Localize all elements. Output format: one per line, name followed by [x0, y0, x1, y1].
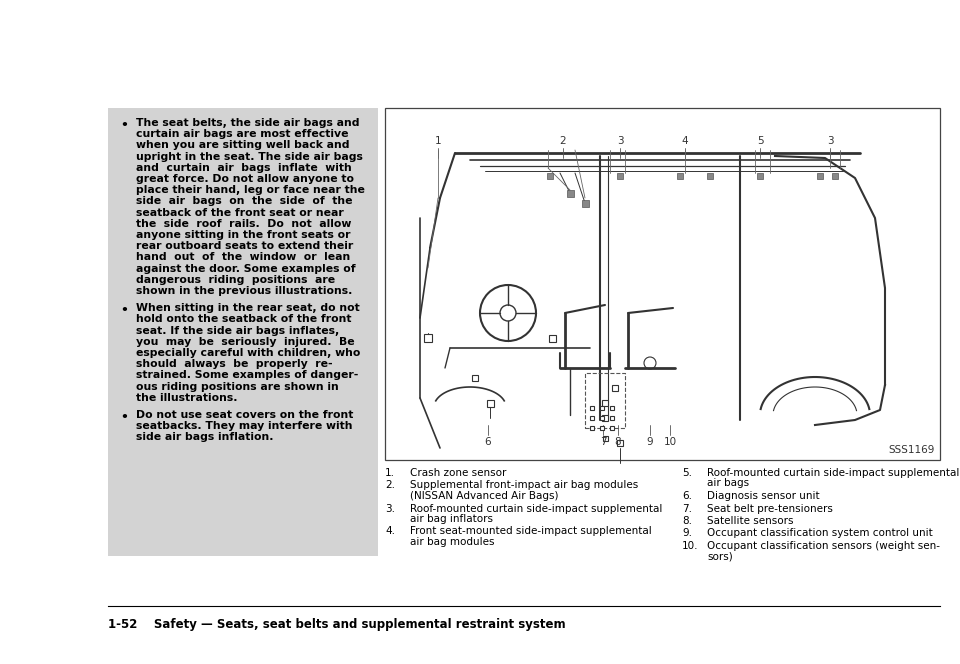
- Text: Roof-mounted curtain side-impact supplemental: Roof-mounted curtain side-impact supplem…: [410, 503, 662, 513]
- Text: SSS1169: SSS1169: [889, 445, 935, 455]
- Text: 10.: 10.: [682, 541, 699, 551]
- Text: dangerous  riding  positions  are: dangerous riding positions are: [136, 275, 335, 285]
- Bar: [612, 385, 618, 391]
- Text: ous riding positions are shown in: ous riding positions are shown in: [136, 382, 339, 392]
- Text: 8.: 8.: [682, 516, 692, 526]
- Text: When sitting in the rear seat, do not: When sitting in the rear seat, do not: [136, 303, 360, 313]
- Text: and  curtain  air  bags  inflate  with: and curtain air bags inflate with: [136, 163, 351, 173]
- Bar: [677, 173, 683, 179]
- Text: 10: 10: [663, 437, 677, 447]
- Text: 4: 4: [682, 136, 688, 146]
- Text: 1: 1: [435, 136, 442, 146]
- Text: you  may  be  seriously  injured.  Be: you may be seriously injured. Be: [136, 337, 354, 347]
- Text: (NISSAN Advanced Air Bags): (NISSAN Advanced Air Bags): [410, 491, 559, 501]
- Text: against the door. Some examples of: against the door. Some examples of: [136, 264, 355, 274]
- Bar: [600, 416, 604, 420]
- Text: 2: 2: [560, 136, 566, 146]
- Bar: [602, 415, 608, 421]
- Text: •: •: [120, 304, 128, 317]
- Text: Seat belt pre-tensioners: Seat belt pre-tensioners: [707, 503, 833, 513]
- Text: hand  out  of  the  window  or  lean: hand out of the window or lean: [136, 252, 350, 262]
- Text: shown in the previous illustrations.: shown in the previous illustrations.: [136, 286, 352, 296]
- Bar: [610, 426, 614, 430]
- Text: 5: 5: [756, 136, 763, 146]
- Bar: [603, 436, 608, 440]
- Text: •: •: [120, 119, 128, 132]
- Bar: [590, 416, 594, 420]
- Text: air bags: air bags: [707, 479, 749, 489]
- Text: Crash zone sensor: Crash zone sensor: [410, 468, 506, 478]
- Text: upright in the seat. The side air bags: upright in the seat. The side air bags: [136, 151, 363, 161]
- Bar: [385, 108, 940, 460]
- Text: 9.: 9.: [682, 529, 692, 539]
- Bar: [757, 173, 763, 179]
- Bar: [472, 375, 478, 381]
- Text: 3.: 3.: [385, 503, 395, 513]
- Bar: [585, 373, 625, 428]
- Bar: [590, 406, 594, 410]
- Text: 2.: 2.: [385, 481, 395, 491]
- Text: Front seat-mounted side-impact supplemental: Front seat-mounted side-impact supplemen…: [410, 527, 652, 537]
- Text: Satellite sensors: Satellite sensors: [707, 516, 794, 526]
- Text: 3: 3: [616, 136, 623, 146]
- Bar: [610, 406, 614, 410]
- Text: 4.: 4.: [385, 527, 395, 537]
- Text: The seat belts, the side air bags and: The seat belts, the side air bags and: [136, 118, 359, 128]
- Text: seatbacks. They may interfere with: seatbacks. They may interfere with: [136, 421, 352, 431]
- Text: seat. If the side air bags inflates,: seat. If the side air bags inflates,: [136, 325, 339, 335]
- Bar: [617, 173, 623, 179]
- Bar: [547, 173, 553, 179]
- Bar: [582, 199, 588, 207]
- Text: Diagnosis sensor unit: Diagnosis sensor unit: [707, 491, 820, 501]
- Text: 1.: 1.: [385, 468, 395, 478]
- Bar: [566, 189, 573, 197]
- Bar: [617, 440, 623, 446]
- Text: 9: 9: [647, 437, 654, 447]
- Text: 3: 3: [827, 136, 833, 146]
- Bar: [108, 108, 378, 556]
- Text: place their hand, leg or face near the: place their hand, leg or face near the: [136, 185, 365, 195]
- Text: air bag modules: air bag modules: [410, 537, 494, 547]
- Text: 5.: 5.: [682, 468, 692, 478]
- Text: anyone sitting in the front seats or: anyone sitting in the front seats or: [136, 230, 350, 240]
- Bar: [590, 426, 594, 430]
- Text: •: •: [120, 411, 128, 424]
- Text: Occupant classification system control unit: Occupant classification system control u…: [707, 529, 933, 539]
- Text: seatback of the front seat or near: seatback of the front seat or near: [136, 208, 344, 218]
- Text: Occupant classification sensors (weight sen-: Occupant classification sensors (weight …: [707, 541, 940, 551]
- Bar: [548, 335, 556, 341]
- Text: side air bags inflation.: side air bags inflation.: [136, 432, 274, 442]
- Text: hold onto the seatback of the front: hold onto the seatback of the front: [136, 314, 351, 325]
- Text: Do not use seat covers on the front: Do not use seat covers on the front: [136, 410, 353, 420]
- Text: the  side  roof  rails.  Do  not  allow: the side roof rails. Do not allow: [136, 219, 351, 229]
- Text: strained. Some examples of danger-: strained. Some examples of danger-: [136, 371, 358, 380]
- Bar: [707, 173, 713, 179]
- Text: sors): sors): [707, 552, 732, 562]
- Text: 1-52    Safety — Seats, seat belts and supplemental restraint system: 1-52 Safety — Seats, seat belts and supp…: [108, 618, 565, 631]
- Text: when you are sitting well back and: when you are sitting well back and: [136, 140, 349, 151]
- Text: 6: 6: [485, 437, 492, 447]
- Text: 8: 8: [614, 437, 621, 447]
- Text: the illustrations.: the illustrations.: [136, 393, 237, 403]
- Text: 6.: 6.: [682, 491, 692, 501]
- Text: Supplemental front-impact air bag modules: Supplemental front-impact air bag module…: [410, 481, 638, 491]
- Text: curtain air bags are most effective: curtain air bags are most effective: [136, 129, 348, 139]
- Text: side  air  bags  on  the  side  of  the: side air bags on the side of the: [136, 197, 352, 207]
- Bar: [602, 400, 608, 406]
- Text: should  always  be  properly  re-: should always be properly re-: [136, 359, 332, 369]
- Bar: [600, 406, 604, 410]
- Text: air bag inflators: air bag inflators: [410, 514, 493, 524]
- Bar: [600, 426, 604, 430]
- Bar: [832, 173, 838, 179]
- Bar: [610, 416, 614, 420]
- Text: great force. Do not allow anyone to: great force. Do not allow anyone to: [136, 174, 354, 184]
- Bar: [817, 173, 823, 179]
- Text: especially careful with children, who: especially careful with children, who: [136, 348, 360, 358]
- Bar: [487, 400, 493, 406]
- Text: 7.: 7.: [682, 503, 692, 513]
- Bar: [424, 334, 432, 342]
- Text: Roof-mounted curtain side-impact supplemental: Roof-mounted curtain side-impact supplem…: [707, 468, 959, 478]
- Text: rear outboard seats to extend their: rear outboard seats to extend their: [136, 241, 353, 251]
- Text: 7: 7: [600, 437, 607, 447]
